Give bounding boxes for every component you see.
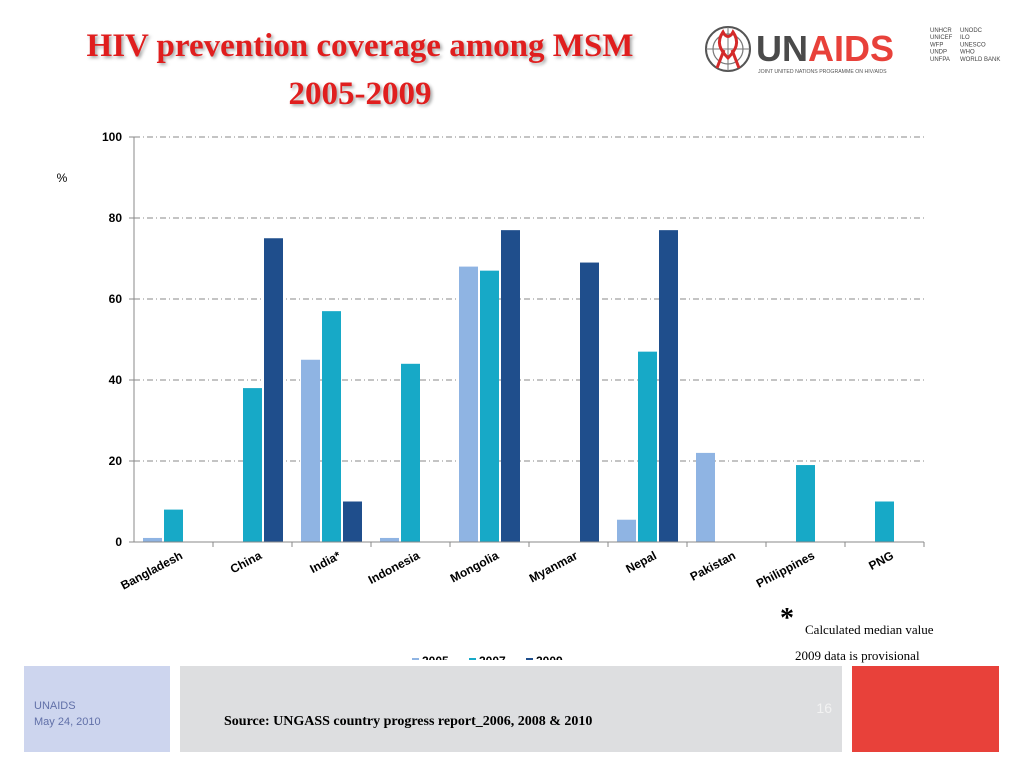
footer-date: May 24, 2010 <box>34 716 101 728</box>
bar-2009 <box>580 262 599 542</box>
logo-subtitle: JOINT UNITED NATIONS PROGRAMME ON HIV/AI… <box>758 69 887 75</box>
x-tick-label: Pakistan <box>688 548 738 584</box>
legend-label: 2005 <box>422 654 449 660</box>
bar-2007 <box>480 270 499 542</box>
bar-2009 <box>264 238 283 542</box>
slide-title: HIV prevention coverage among MSM 2005-2… <box>0 22 720 118</box>
bar-2005 <box>143 537 162 542</box>
cosponsor-label: UNESCO <box>960 42 986 48</box>
cosponsor-label: WORLD BANK <box>960 57 1000 63</box>
legend-swatch <box>412 658 419 660</box>
cosponsor-label: UNODC <box>960 28 983 34</box>
logo-aids-text: AIDS <box>808 28 894 69</box>
bar-2005 <box>380 537 399 542</box>
bar-2007 <box>796 465 815 542</box>
cosponsor-label: WHO <box>960 50 975 56</box>
x-tick-label: Indonesia <box>366 548 422 587</box>
cosponsor-label: UNFPA <box>930 57 950 63</box>
bar-2007 <box>875 501 894 542</box>
y-tick-label: 20 <box>109 454 123 468</box>
title-line-2: 2005-2009 <box>288 76 432 112</box>
x-tick-label: Nepal <box>623 548 658 576</box>
x-tick-label: Philippines <box>754 548 817 591</box>
y-tick-label: 40 <box>109 373 123 387</box>
bar-2005 <box>459 266 478 542</box>
bar-2007 <box>164 509 183 542</box>
bar-2009 <box>659 230 678 542</box>
x-tick-label: PNG <box>866 548 896 573</box>
x-axis: Bangladesh China India* Indonesia Mongolia My… <box>118 541 925 593</box>
cosponsor-label: WFP <box>930 42 943 48</box>
legend-swatch <box>526 658 533 660</box>
cosponsor-label: ILO <box>960 35 970 41</box>
footnote-median: Calculated median value <box>805 622 934 637</box>
bar-2009 <box>343 501 362 542</box>
bar-2009 <box>501 230 520 542</box>
bar-2007 <box>401 363 420 542</box>
legend-swatch <box>469 658 476 660</box>
cosponsor-label: UNDP <box>930 50 947 56</box>
title-line-1: HIV prevention coverage among MSM <box>86 28 634 64</box>
y-axis-label: % <box>57 171 68 185</box>
x-tick-label: Myanmar <box>527 548 580 585</box>
y-tick-label: 60 <box>109 292 123 306</box>
source-note: Source: UNGASS country progress report_2… <box>224 714 593 729</box>
bar-2007 <box>322 311 341 542</box>
x-tick-label: Bangladesh <box>118 548 185 592</box>
coverage-chart: 0 20 40 60 80 100% Bangladesh China India* Indon… <box>57 130 925 660</box>
legend-label: 2007 <box>479 654 506 660</box>
y-tick-label: 80 <box>109 211 123 225</box>
footer-org: UNAIDS <box>34 700 76 712</box>
unaids-logo: UNAIDS JOINT UNITED NATIONS PROGRAMME ON… <box>705 26 1000 75</box>
bar-2005 <box>301 359 320 542</box>
footnote-star: * <box>780 603 794 634</box>
footer-middle-panel: 16 Source: UNGASS country progress repor… <box>180 666 842 752</box>
bar-2007 <box>638 351 657 542</box>
y-tick-label: 100 <box>102 130 122 144</box>
bar-2007 <box>243 388 262 542</box>
y-tick-label: 0 <box>115 535 122 549</box>
page-number: 16 <box>816 700 832 716</box>
x-tick-label: India* <box>307 548 343 576</box>
y-axis: 0 20 40 60 80 100% <box>57 130 135 549</box>
cosponsor-label: UNHCR <box>930 28 952 34</box>
un-emblem-icon <box>705 26 751 72</box>
bar-2005 <box>696 452 715 542</box>
legend-label: 2009 <box>536 654 563 660</box>
x-tick-label: China <box>228 548 264 576</box>
footnote-provisional: 2009 data is provisional <box>795 648 920 663</box>
svg-text:UNAIDS: UNAIDS <box>756 28 894 69</box>
chart-bars <box>143 230 894 542</box>
x-tick-label: Mongolia <box>448 548 501 585</box>
footer-left-panel: UNAIDS May 24, 2010 <box>24 666 170 752</box>
bar-2005 <box>617 519 636 542</box>
chart-legend: 2005 2007 2009 <box>412 654 563 660</box>
cosponsor-label: UNICEF <box>930 35 953 41</box>
footer-right-panel <box>852 666 999 752</box>
